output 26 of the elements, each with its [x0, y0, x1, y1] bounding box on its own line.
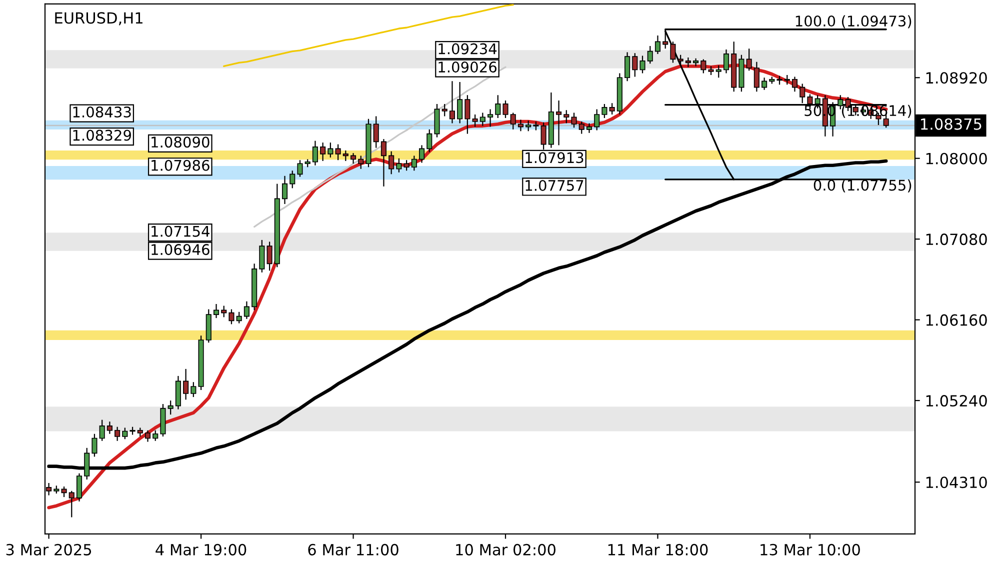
y-tick-label: 1.06160 — [926, 314, 987, 326]
annotation: 1.07757 — [526, 180, 584, 191]
annotation: 1.08329 — [73, 130, 131, 141]
annotation: 1.07154 — [152, 226, 210, 237]
ref-line-label: 1.08375 — [921, 118, 982, 130]
x-tick-label: 13 Mar 10:00 — [760, 544, 860, 556]
x-tick-label: 6 Mar 11:00 — [308, 544, 398, 556]
y-tick-label: 1.08920 — [926, 72, 987, 84]
annotation: 1.08090 — [152, 136, 210, 148]
x-tick-label: 10 Mar 02:00 — [456, 544, 556, 556]
series-label: 100.0 (1.09473) — [796, 15, 912, 28]
x-tick-label: 11 Mar 18:00 — [608, 544, 708, 556]
x-tick-label: 4 Mar 19:00 — [156, 544, 246, 556]
annotation: 1.09026 — [438, 62, 496, 73]
annotation: 1.08433 — [73, 106, 131, 118]
y-tick-label: 1.07080 — [926, 234, 987, 246]
annotation: 1.09234 — [438, 43, 497, 54]
y-tick-label: 1.05240 — [926, 394, 987, 407]
annotation: 1.07913 — [526, 152, 584, 164]
series-label: 0.0 (1.07755) — [814, 179, 912, 192]
annotation: 1.06946 — [152, 244, 210, 256]
y-tick-label: 1.04310 — [926, 476, 987, 488]
y-tick-label: 1.08000 — [926, 152, 987, 164]
chart-title: EURUSD,H1 — [55, 12, 142, 26]
x-tick-label: 3 Mar 2025 — [6, 544, 92, 556]
annotation: 1.07986 — [152, 160, 210, 171]
